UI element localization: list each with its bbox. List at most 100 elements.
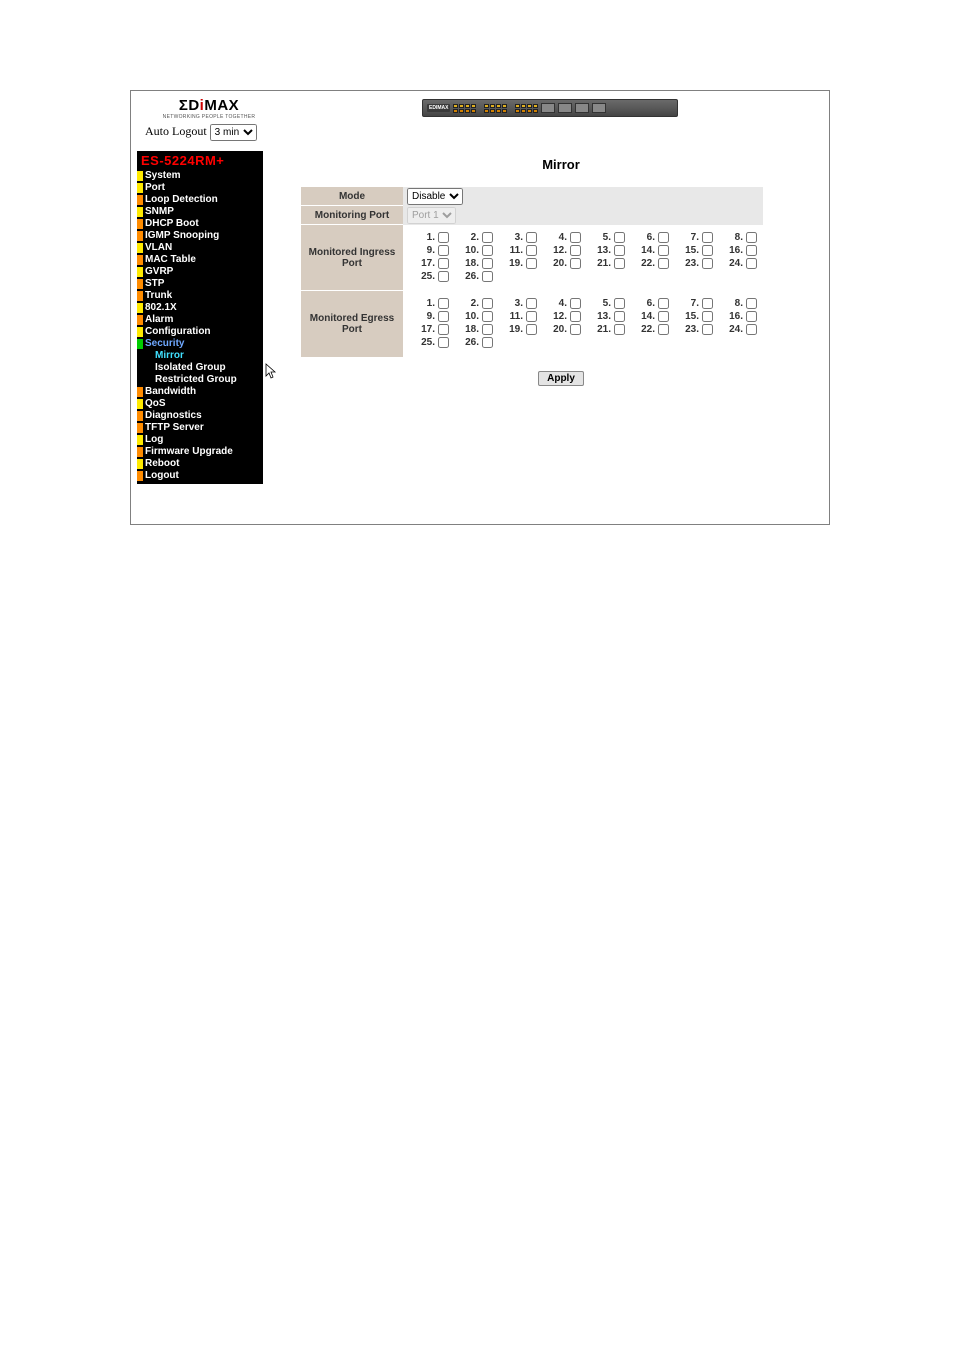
egress-port-26-checkbox[interactable] (482, 337, 493, 348)
sidebar-item-configuration[interactable]: Configuration (137, 326, 263, 338)
egress-port-6-checkbox[interactable] (658, 298, 669, 309)
ingress-port-26: 26. (451, 271, 495, 282)
egress-port-21-checkbox[interactable] (614, 324, 625, 335)
egress-port-4-checkbox[interactable] (570, 298, 581, 309)
sidebar-item-alarm[interactable]: Alarm (137, 314, 263, 326)
ingress-port-8-checkbox[interactable] (746, 232, 757, 243)
port-number: 16. (729, 245, 743, 256)
ingress-port-14-checkbox[interactable] (658, 245, 669, 256)
ingress-port-21-checkbox[interactable] (614, 258, 625, 269)
egress-port-7: 7. (671, 298, 715, 309)
sidebar-item-security[interactable]: Security (137, 338, 263, 350)
egress-port-3-checkbox[interactable] (526, 298, 537, 309)
egress-port-16-checkbox[interactable] (746, 311, 757, 322)
egress-port-25-checkbox[interactable] (438, 337, 449, 348)
nav-label: Trunk (145, 290, 172, 302)
port-number: 6. (647, 232, 655, 243)
ingress-port-23-checkbox[interactable] (702, 258, 713, 269)
sidebar-item-bandwidth[interactable]: Bandwidth (137, 386, 263, 398)
auto-logout-select[interactable]: 3 min (210, 124, 257, 141)
port-number: 15. (685, 311, 699, 322)
egress-port-8-checkbox[interactable] (746, 298, 757, 309)
ingress-port-2-checkbox[interactable] (482, 232, 493, 243)
sidebar-item-reboot[interactable]: Reboot (137, 458, 263, 470)
sidebar-item-dhcp-boot[interactable]: DHCP Boot (137, 218, 263, 230)
sidebar-item-gvrp[interactable]: GVRP (137, 266, 263, 278)
sidebar-item-802-1x[interactable]: 802.1X (137, 302, 263, 314)
ingress-port-15-checkbox[interactable] (702, 245, 713, 256)
egress-port-11-checkbox[interactable] (526, 311, 537, 322)
egress-port-23-checkbox[interactable] (702, 324, 713, 335)
ingress-port-9-checkbox[interactable] (438, 245, 449, 256)
egress-port-8: 8. (715, 298, 759, 309)
sidebar-item-log[interactable]: Log (137, 434, 263, 446)
ingress-port-11-checkbox[interactable] (526, 245, 537, 256)
ingress-port-3-checkbox[interactable] (526, 232, 537, 243)
egress-port-19-checkbox[interactable] (526, 324, 537, 335)
nav-label: System (145, 170, 181, 182)
sidebar-item-tftp-server[interactable]: TFTP Server (137, 422, 263, 434)
sidebar-item-stp[interactable]: STP (137, 278, 263, 290)
egress-port-15-checkbox[interactable] (702, 311, 713, 322)
mode-select[interactable]: Disable (407, 188, 463, 205)
nav-label: Reboot (145, 458, 179, 470)
port-number: 16. (729, 311, 743, 322)
ingress-port-19-checkbox[interactable] (526, 258, 537, 269)
apply-button[interactable]: Apply (538, 371, 584, 386)
ingress-port-24-checkbox[interactable] (746, 258, 757, 269)
sidebar-item-mac-table[interactable]: MAC Table (137, 254, 263, 266)
nav-label: MAC Table (145, 254, 196, 266)
egress-port-1-checkbox[interactable] (438, 298, 449, 309)
app-frame: ΣDiMAX NETWORKING PEOPLE TOGETHER EDIMAX… (130, 90, 830, 525)
ingress-port-24: 24. (715, 258, 759, 269)
ingress-port-1-checkbox[interactable] (438, 232, 449, 243)
sidebar-item-diagnostics[interactable]: Diagnostics (137, 410, 263, 422)
ingress-port-18-checkbox[interactable] (482, 258, 493, 269)
ingress-port-7-checkbox[interactable] (702, 232, 713, 243)
egress-port-22-checkbox[interactable] (658, 324, 669, 335)
egress-port-17-checkbox[interactable] (438, 324, 449, 335)
ingress-port-26-checkbox[interactable] (482, 271, 493, 282)
sidebar-item-qos[interactable]: QoS (137, 398, 263, 410)
egress-port-18-checkbox[interactable] (482, 324, 493, 335)
port-number: 10. (465, 245, 479, 256)
egress-port-12-checkbox[interactable] (570, 311, 581, 322)
sidebar-item-trunk[interactable]: Trunk (137, 290, 263, 302)
sidebar-item-igmp-snooping[interactable]: IGMP Snooping (137, 230, 263, 242)
ingress-port-5-checkbox[interactable] (614, 232, 625, 243)
sidebar-item-loop-detection[interactable]: Loop Detection (137, 194, 263, 206)
egress-port-14: 14. (627, 311, 671, 322)
sidebar-item-logout[interactable]: Logout (137, 470, 263, 482)
ingress-port-20-checkbox[interactable] (570, 258, 581, 269)
sidebar-item-snmp[interactable]: SNMP (137, 206, 263, 218)
sidebar-item-firmware-upgrade[interactable]: Firmware Upgrade (137, 446, 263, 458)
sidebar-item-mirror[interactable]: Mirror (137, 350, 263, 362)
egress-port-9-checkbox[interactable] (438, 311, 449, 322)
egress-port-13-checkbox[interactable] (614, 311, 625, 322)
sidebar-item-system[interactable]: System (137, 170, 263, 182)
sidebar-item-vlan[interactable]: VLAN (137, 242, 263, 254)
ingress-port-22-checkbox[interactable] (658, 258, 669, 269)
egress-port-5-checkbox[interactable] (614, 298, 625, 309)
ingress-port-4-checkbox[interactable] (570, 232, 581, 243)
egress-port-20-checkbox[interactable] (570, 324, 581, 335)
nav-marker (137, 399, 143, 409)
ingress-port-6-checkbox[interactable] (658, 232, 669, 243)
egress-port-24-checkbox[interactable] (746, 324, 757, 335)
sidebar-item-isolated-group[interactable]: Isolated Group (137, 362, 263, 374)
sidebar-item-port[interactable]: Port (137, 182, 263, 194)
sidebar-item-restricted-group[interactable]: Restricted Group (137, 374, 263, 386)
port-block (515, 104, 538, 113)
ingress-port-16-checkbox[interactable] (746, 245, 757, 256)
ingress-port-17-checkbox[interactable] (438, 258, 449, 269)
ingress-port-10-checkbox[interactable] (482, 245, 493, 256)
monitoring-port-select[interactable]: Port 1 (407, 207, 456, 224)
egress-port-10-checkbox[interactable] (482, 311, 493, 322)
egress-port-14-checkbox[interactable] (658, 311, 669, 322)
ingress-port-13-checkbox[interactable] (614, 245, 625, 256)
ingress-port-12-checkbox[interactable] (570, 245, 581, 256)
egress-port-7-checkbox[interactable] (702, 298, 713, 309)
ingress-port-25-checkbox[interactable] (438, 271, 449, 282)
nav-marker (137, 195, 143, 205)
egress-port-2-checkbox[interactable] (482, 298, 493, 309)
